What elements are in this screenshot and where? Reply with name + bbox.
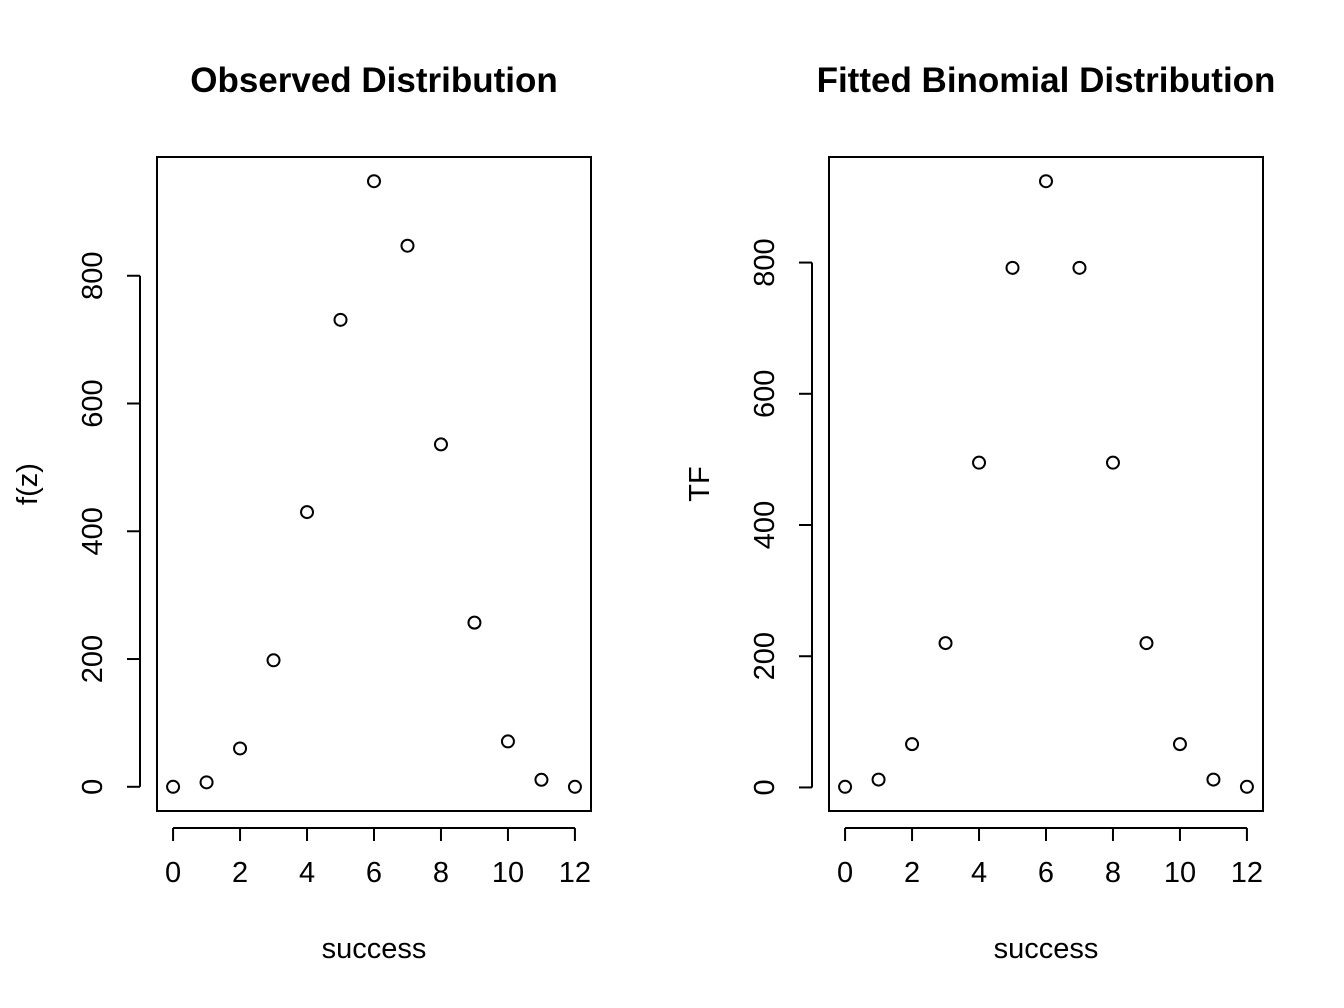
x-axis-label: success <box>322 933 427 965</box>
y-tick-label: 800 <box>749 238 781 286</box>
data-point <box>367 174 381 189</box>
data-point <box>871 772 886 787</box>
y-axis: 0 200 400 600 800 <box>77 252 141 795</box>
y-tick-label: 400 <box>749 501 781 549</box>
observed-distribution-panel: Observed Distribution success f(z) 0 2 4 6 8… <box>12 61 592 965</box>
data-point <box>905 737 920 752</box>
x-tick-label: 4 <box>971 857 987 889</box>
y-tick-label: 600 <box>749 370 781 418</box>
y-tick-label: 0 <box>749 779 781 795</box>
data-point <box>1206 772 1221 787</box>
y-tick-label: 200 <box>77 635 109 683</box>
data-points <box>838 174 1254 794</box>
fitted-binomial-panel: Fitted Binomial Distribution success TF … <box>684 61 1275 965</box>
data-point <box>433 437 448 452</box>
plot-frame <box>828 156 1264 812</box>
data-point <box>1039 174 1053 189</box>
data-point <box>1005 260 1020 275</box>
x-axis: 0 2 4 6 8 10 12 <box>837 827 1263 889</box>
data-point <box>567 779 582 794</box>
y-tick-label: 400 <box>77 507 109 555</box>
data-point <box>199 775 214 790</box>
chart-title: Fitted Binomial Distribution <box>817 61 1276 100</box>
x-axis-label: success <box>994 933 1099 965</box>
data-point <box>333 312 348 327</box>
data-point <box>838 779 853 794</box>
x-tick-label: 8 <box>1105 857 1121 889</box>
plot-frame <box>156 156 592 812</box>
data-point <box>266 653 281 668</box>
data-point <box>166 779 181 794</box>
data-point <box>500 734 515 749</box>
data-point <box>233 741 248 756</box>
y-tick-label: 800 <box>77 252 109 300</box>
x-tick-label: 10 <box>492 857 524 889</box>
x-tick-label: 2 <box>232 857 248 889</box>
data-point <box>1139 636 1154 651</box>
data-point <box>1105 455 1120 470</box>
data-point <box>1172 737 1187 752</box>
x-tick-label: 0 <box>165 857 181 889</box>
x-tick-label: 6 <box>366 857 382 889</box>
data-point <box>1072 260 1087 275</box>
y-axis-label: TF <box>684 466 716 501</box>
data-point <box>972 455 987 470</box>
y-axis: 0 200 400 600 800 <box>749 238 813 796</box>
y-tick-label: 600 <box>77 379 109 427</box>
x-tick-label: 8 <box>433 857 449 889</box>
y-tick-label: 0 <box>77 779 109 795</box>
x-tick-label: 6 <box>1038 857 1054 889</box>
y-axis-label: f(z) <box>12 463 44 505</box>
data-point <box>534 772 549 787</box>
x-tick-label: 10 <box>1164 857 1196 889</box>
data-point <box>938 636 953 651</box>
x-axis: 0 2 4 6 8 10 12 <box>165 827 591 889</box>
data-point <box>1239 779 1254 794</box>
y-tick-label: 200 <box>749 632 781 680</box>
data-point <box>300 505 315 520</box>
x-tick-label: 0 <box>837 857 853 889</box>
x-tick-label: 4 <box>299 857 315 889</box>
x-tick-label: 12 <box>1231 857 1263 889</box>
x-tick-label: 2 <box>904 857 920 889</box>
chart-title: Observed Distribution <box>190 61 558 100</box>
data-points <box>166 174 582 794</box>
data-point <box>467 615 482 630</box>
data-point <box>400 238 415 253</box>
x-tick-label: 12 <box>559 857 591 889</box>
